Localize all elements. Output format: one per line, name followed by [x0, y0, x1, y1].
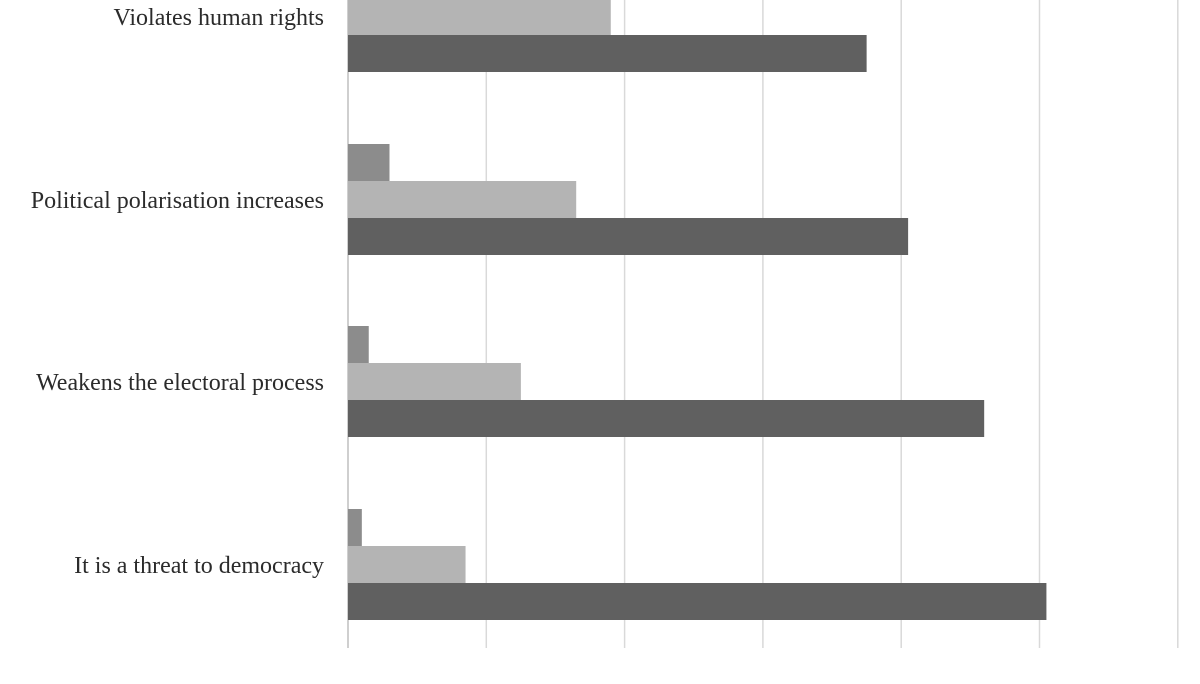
x-tick-labels: 0 20 40 60 80 100 120	[342, 680, 1196, 684]
x-tick-label: 60	[751, 680, 775, 684]
bar	[348, 218, 909, 255]
category-label: It is a threat to democracy	[74, 553, 324, 579]
bar	[348, 326, 369, 363]
x-tick-label: 40	[613, 680, 637, 684]
category-label: Weakens the electoral process	[36, 370, 324, 396]
category-labels: Violates human rights Political polarisat…	[31, 5, 324, 579]
x-tick-label: 120	[1160, 680, 1196, 684]
bars	[348, 0, 1047, 620]
x-tick-label: 0	[342, 680, 354, 684]
x-tick-label: 20	[474, 680, 498, 684]
bar	[348, 546, 466, 583]
bar	[348, 144, 390, 181]
x-tick-label: 100	[1022, 680, 1058, 684]
bar	[348, 35, 867, 72]
category-label: Political polarisation increases	[31, 188, 324, 214]
bar	[348, 583, 1047, 620]
x-tick-label: 80	[889, 680, 913, 684]
bar	[348, 509, 362, 546]
bar	[348, 181, 577, 218]
bar	[348, 400, 985, 437]
bar	[348, 363, 521, 400]
gridlines	[347, 0, 1179, 648]
category-label: Violates human rights	[113, 5, 324, 31]
bar	[348, 0, 611, 35]
